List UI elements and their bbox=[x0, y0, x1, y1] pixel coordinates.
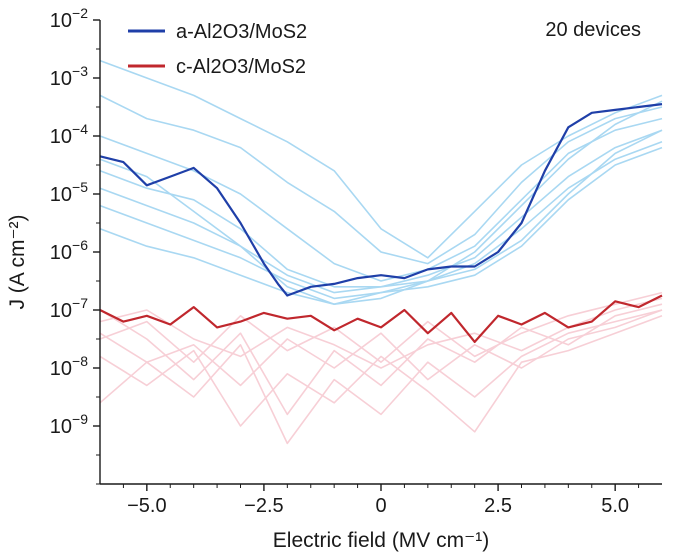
series-line-a-device-2 bbox=[99, 94, 663, 265]
y-tick-label: 10−9 bbox=[50, 411, 88, 438]
annotation-20-devices: 20 devices bbox=[545, 19, 641, 41]
legend: a-Al2O3/MoS2 c-Al2O3/MoS2 bbox=[128, 21, 307, 78]
series-line-a-device-5 bbox=[99, 141, 663, 294]
highlight-series-group bbox=[99, 103, 663, 343]
y-tick-label: 10−5 bbox=[50, 179, 88, 206]
tick-group: −5.0 −2.5 0 2.5 5.0 10−9 10−8 10−7 10−6 10−5 10−4 1… bbox=[50, 5, 640, 517]
y-tick-label: 10−8 bbox=[50, 353, 88, 380]
y-tick-label: 10−3 bbox=[50, 63, 88, 90]
series-line-a-device-7 bbox=[99, 146, 663, 306]
legend-label-a: a-Al2O3/MoS2 bbox=[176, 21, 307, 43]
series-line-c-device-1 bbox=[99, 309, 663, 387]
x-axis-title: Electric field (MV cm⁻¹) bbox=[273, 529, 489, 552]
series-line-a-al2o3-mos2 bbox=[99, 103, 663, 297]
background-series-group bbox=[99, 59, 663, 445]
x-tick-label: 0 bbox=[375, 495, 386, 517]
series-line-a-device-4 bbox=[99, 129, 663, 288]
legend-label-c: c-Al2O3/MoS2 bbox=[176, 56, 306, 78]
series-line-a-device-1 bbox=[99, 59, 663, 259]
y-tick-label: 10−4 bbox=[50, 121, 88, 148]
series-line-a-device-8 bbox=[99, 100, 663, 306]
x-tick-label: −2.5 bbox=[244, 495, 283, 517]
series-line-a-device-6 bbox=[99, 129, 663, 300]
series-line-c-al2o3-mos2 bbox=[99, 294, 663, 343]
series-line-a-device-3 bbox=[99, 117, 663, 282]
x-tick-label: 5.0 bbox=[601, 495, 629, 517]
y-tick-label: 10−6 bbox=[50, 237, 88, 264]
x-tick-label: 2.5 bbox=[484, 495, 512, 517]
series-line-c-device-5 bbox=[99, 309, 663, 445]
x-tick-label: −5.0 bbox=[127, 495, 166, 517]
y-axis-title: J (A cm⁻²) bbox=[6, 214, 29, 309]
y-tick-label: 10−2 bbox=[50, 5, 88, 32]
y-tick-label: 10−7 bbox=[50, 295, 88, 322]
series-line-c-device-3 bbox=[99, 315, 663, 433]
series-line-c-device-6 bbox=[99, 291, 663, 364]
series-line-c-device-2 bbox=[99, 303, 663, 416]
